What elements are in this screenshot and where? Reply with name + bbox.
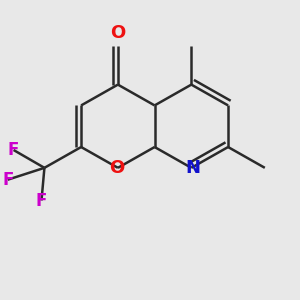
Text: O: O [110,24,125,42]
Text: F: F [36,191,47,209]
Text: O: O [109,159,124,177]
Text: F: F [8,141,19,159]
Text: N: N [185,159,200,177]
Text: F: F [2,171,14,189]
